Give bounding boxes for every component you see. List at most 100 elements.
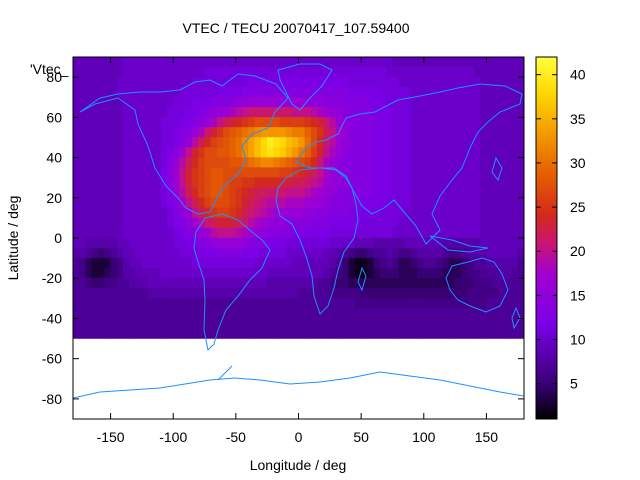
heatmap-cell — [85, 288, 92, 299]
heatmap-cell — [110, 288, 118, 299]
heatmap-cell — [198, 57, 205, 68]
heatmap-cell — [241, 157, 249, 168]
heatmap-cell — [166, 76, 174, 88]
heatmap-cell — [248, 86, 255, 98]
heatmap-cell — [223, 97, 230, 108]
heatmap-cell — [241, 308, 249, 319]
heatmap-cell — [310, 187, 318, 198]
heatmap-cell — [392, 66, 399, 78]
heatmap-cell — [204, 66, 211, 78]
heatmap-cell — [179, 298, 186, 309]
heatmap-cell — [373, 167, 381, 178]
heatmap-cell — [479, 147, 487, 158]
heatmap-cell — [398, 86, 406, 98]
heatmap-cell — [454, 66, 462, 78]
heatmap-cell — [191, 137, 199, 148]
heatmap-cell — [398, 197, 406, 209]
heatmap-cell — [360, 137, 368, 148]
heatmap-cell — [298, 97, 305, 108]
heatmap-cell — [423, 227, 431, 239]
heatmap-cell — [429, 288, 437, 299]
heatmap-cell — [266, 207, 274, 219]
heatmap-cell — [417, 308, 424, 319]
heatmap-cell — [135, 308, 143, 319]
heatmap-cell — [104, 97, 111, 108]
heatmap-cell — [317, 147, 324, 158]
heatmap-cell — [104, 308, 111, 319]
heatmap-cell — [141, 76, 149, 88]
heatmap-cell — [461, 167, 468, 178]
tick-label: 40 — [46, 150, 62, 166]
heatmap-cell — [223, 187, 230, 198]
heatmap-cell — [73, 177, 80, 188]
heatmap-cell — [517, 157, 524, 168]
heatmap-cell — [129, 288, 136, 299]
heatmap-cell — [191, 308, 199, 319]
heatmap-cell — [79, 117, 86, 128]
heatmap-cell — [423, 167, 431, 178]
heatmap-cell — [110, 86, 118, 98]
heatmap-cell — [160, 157, 168, 168]
heatmap-cell — [91, 187, 99, 198]
heatmap-cell — [79, 57, 86, 68]
heatmap-cell — [147, 217, 155, 229]
heatmap-cell — [404, 86, 412, 98]
heatmap-cell — [492, 127, 500, 138]
heatmap-cell — [323, 308, 331, 319]
heatmap-cell — [85, 137, 92, 148]
heatmap-cell — [198, 308, 205, 319]
heatmap-cell — [85, 167, 92, 178]
heatmap-cell — [204, 157, 211, 168]
heatmap-cell — [135, 328, 143, 339]
heatmap-cell — [436, 328, 443, 339]
heatmap-cell — [498, 227, 506, 239]
heatmap-cell — [279, 197, 287, 209]
heatmap-cell — [210, 167, 218, 178]
heatmap-cell — [179, 147, 186, 158]
heatmap-cell — [492, 247, 500, 259]
heatmap-cell — [185, 197, 193, 209]
heatmap-cell — [73, 237, 80, 249]
heatmap-cell — [317, 157, 324, 168]
heatmap-cell — [517, 298, 524, 309]
heatmap-cell — [129, 57, 136, 68]
heatmap-cell — [486, 207, 493, 219]
heatmap-cell — [367, 147, 374, 158]
heatmap-cell — [505, 57, 512, 68]
heatmap-cell — [461, 217, 468, 229]
heatmap-cell — [204, 278, 211, 289]
heatmap-cell — [216, 127, 224, 138]
heatmap-cell — [398, 207, 406, 219]
heatmap-cell — [129, 187, 136, 198]
heatmap-cell — [141, 107, 149, 118]
heatmap-cell — [329, 288, 337, 299]
heatmap-cell — [360, 66, 368, 78]
tick-label: 15 — [570, 287, 586, 303]
heatmap-cell — [223, 288, 230, 299]
coastline-europe-asia — [295, 83, 523, 245]
coastline-japan — [491, 156, 503, 182]
heatmap-cell — [479, 278, 487, 289]
heatmap-cell — [97, 308, 105, 319]
heatmap-cell — [129, 237, 136, 249]
tick-label: -60 — [42, 351, 62, 367]
heatmap-cell — [166, 267, 174, 279]
heatmap-cell — [285, 127, 293, 138]
heatmap-cell — [423, 328, 431, 339]
heatmap-cell — [329, 117, 337, 128]
heatmap-cell — [279, 167, 287, 178]
heatmap-cell — [492, 157, 500, 168]
heatmap-cell — [473, 76, 481, 88]
heatmap-cell — [473, 157, 481, 168]
heatmap-cell — [135, 117, 143, 128]
heatmap-cell — [260, 207, 268, 219]
heatmap-cell — [436, 157, 443, 168]
heatmap-cell — [248, 278, 255, 289]
heatmap-cell — [179, 328, 186, 339]
heatmap-cell — [97, 76, 105, 88]
heatmap-cell — [154, 97, 161, 108]
heatmap-cell — [398, 288, 406, 299]
heatmap-cell — [91, 217, 99, 229]
heatmap-cell — [479, 167, 487, 178]
heatmap-cell — [473, 66, 481, 78]
